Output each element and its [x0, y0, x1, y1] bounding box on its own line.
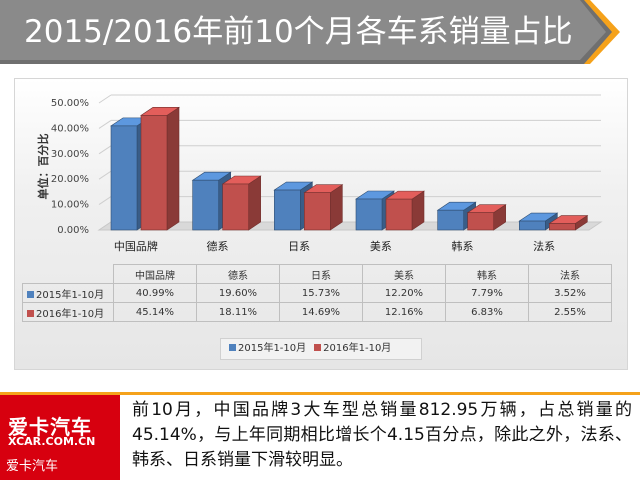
gridline-depth [98, 145, 112, 155]
bar-0-1 [192, 179, 219, 231]
table-cell: 12.16% [362, 302, 446, 322]
table-row-header: 2016年1-10月 [22, 302, 114, 322]
table-cell: 6.83% [445, 302, 529, 322]
bar-0-2 [274, 189, 301, 231]
bar-0-5 [519, 220, 546, 231]
table-corner [23, 265, 114, 284]
table-cell: 14.69% [279, 302, 363, 322]
y-tick-label: 10.00% [51, 200, 89, 211]
table-column-header: 日系 [279, 264, 363, 284]
y-tick-label: 40.00% [51, 123, 89, 134]
table-cell: 3.52% [528, 283, 612, 303]
table-row: 2015年1-10月 40.99% 19.60% 15.73% 12.20% 7.79% 3… [22, 283, 612, 303]
data-table: 中国品牌 德系 日系 美系 韩系 法系 2015年1-10月 40.99% 19.60% 15.… [22, 264, 612, 322]
gridline-depth [98, 170, 112, 180]
series-name: 2015年1-10月 [36, 289, 105, 301]
y-tick-label: 20.00% [51, 174, 89, 185]
y-tick-label: 0.00% [57, 225, 89, 236]
legend-label: 2016年1-10月 [323, 343, 392, 354]
bar-0-0 [110, 125, 138, 231]
bar-1-2 [304, 192, 331, 231]
chart-panel: 0.00% 10.00% 20.00% 30.00% 40.00% 50.00% 单位：百分… [14, 78, 628, 370]
table-cell: 40.99% [113, 283, 197, 303]
table-cell: 7.79% [445, 283, 529, 303]
bar-side-1-1 [248, 175, 261, 231]
table-cell: 2.55% [528, 302, 612, 322]
legend-label: 2015年1-10月 [238, 343, 307, 354]
table-column-header: 中国品牌 [113, 264, 197, 284]
gridline-depth [98, 94, 112, 104]
x-tick-label: 德系 [207, 239, 229, 253]
legend-swatch [314, 344, 322, 351]
y-axis-title: 单位：百分比 [36, 134, 50, 200]
bar-chart: 0.00% 10.00% 20.00% 30.00% 40.00% 50.00% 单位：百分… [36, 94, 603, 253]
summary-paragraph: 前10月，中国品牌3大车型总销量812.95万辆，占总销量的45.14%，与上年… [132, 400, 632, 470]
x-tick-label: 韩系 [452, 239, 474, 253]
bar-1-3 [385, 198, 413, 231]
bar-0-3 [355, 198, 383, 231]
brand-logo: 爱卡汽车 XCAR.COM.CN 爱卡汽车 [0, 395, 120, 480]
bar-1-1 [222, 183, 249, 231]
table-column-header: 韩系 [445, 264, 529, 284]
series-swatch [27, 290, 34, 298]
table-column-header: 法系 [528, 264, 612, 284]
x-tick-label: 日系 [288, 240, 310, 253]
logo-name: 爱卡汽车 [8, 415, 92, 439]
bar-1-0 [140, 115, 168, 231]
divider [0, 392, 640, 395]
table-cell: 19.60% [196, 283, 280, 303]
title-banner: 2015/2016年前10个月各车系销量占比 [0, 0, 640, 64]
x-tick-label: 法系 [533, 239, 555, 253]
table-row-header: 2015年1-10月 [22, 283, 114, 303]
chart-legend: 2015年1-10月 2016年1-10月 [220, 338, 422, 360]
x-tick-label: 美系 [370, 240, 392, 253]
legend-swatch [229, 344, 236, 351]
title-banner-shape [0, 0, 620, 64]
table-cell: 15.73% [279, 283, 363, 303]
legend-item: 2015年1-10月 [229, 339, 306, 359]
table-cell: 18.11% [196, 302, 280, 322]
gridline-depth [98, 196, 112, 206]
logo-domain: XCAR.COM.CN [8, 435, 96, 448]
bar-1-5 [549, 223, 576, 231]
table-column-header: 美系 [362, 264, 446, 284]
series-swatch [27, 309, 34, 317]
table-header-row: 中国品牌 德系 日系 美系 韩系 法系 [23, 264, 612, 284]
table-cell: 12.20% [362, 283, 446, 303]
y-tick-label: 30.00% [51, 149, 89, 160]
y-tick-label: 50.00% [51, 98, 89, 109]
legend-item: 2016年1-10月 [314, 339, 391, 359]
table-column-header: 德系 [196, 264, 280, 284]
x-tick-label: 中国品牌 [114, 239, 158, 253]
bar-1-4 [467, 212, 494, 231]
table-row: 2016年1-10月 45.14% 18.11% 14.69% 12.16% 6.83% 2… [22, 302, 612, 322]
table-cell: 45.14% [113, 302, 197, 322]
bar-side-1-0 [166, 106, 180, 231]
page-title: 2015/2016年前10个月各车系销量占比 [24, 14, 573, 50]
logo-caption: 爱卡汽车 [6, 459, 59, 474]
series-name: 2016年1-10月 [36, 308, 105, 320]
gridline-depth [98, 119, 112, 129]
bar-0-4 [437, 209, 464, 231]
